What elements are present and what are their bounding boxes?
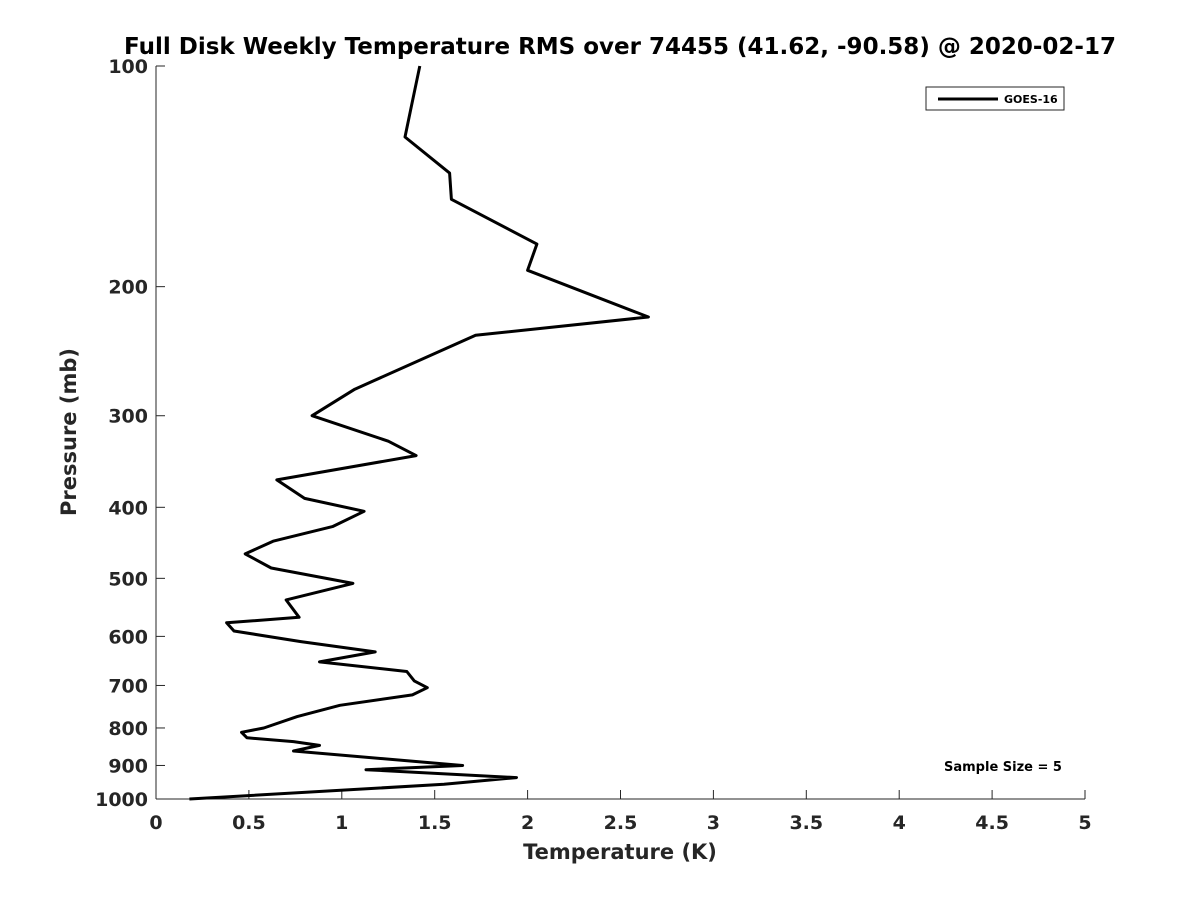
- legend: GOES-16: [925, 86, 1065, 111]
- y-tick-label: 700: [108, 675, 148, 697]
- legend-label-goes-16: GOES-16: [1004, 93, 1058, 106]
- y-tick-label: 500: [108, 568, 148, 590]
- x-tick-label: 4.5: [975, 812, 1009, 834]
- y-ticks: 100 200 300 400 500 600 700 800 900 1000: [95, 56, 165, 811]
- y-axis-title: Pressure (mb): [57, 348, 81, 516]
- sample-size-annotation: Sample Size = 5: [944, 760, 1062, 775]
- y-tick-label: 100: [108, 56, 148, 78]
- y-tick-label: 800: [108, 718, 148, 740]
- y-tick-label: 200: [108, 277, 148, 299]
- x-tick-label: 0: [149, 812, 162, 834]
- x-tick-label: 5: [1078, 812, 1091, 834]
- x-tick-label: 2.5: [604, 812, 638, 834]
- x-tick-label: 4: [893, 812, 906, 834]
- x-tick-label: 1: [335, 812, 348, 834]
- y-tick-label: 1000: [95, 789, 148, 811]
- y-tick-label: 400: [108, 497, 148, 519]
- y-tick-label: 900: [108, 755, 148, 777]
- x-tick-label: 2: [521, 812, 534, 834]
- chart-title: Full Disk Weekly Temperature RMS over 74…: [124, 34, 1116, 60]
- series-group: [189, 65, 650, 801]
- y-tick-label: 600: [108, 626, 148, 648]
- x-axis-title: Temperature (K): [523, 840, 717, 864]
- x-tick-label: 0.5: [232, 812, 266, 834]
- x-tick-label: 3.5: [789, 812, 823, 834]
- x-tick-label: 1.5: [418, 812, 452, 834]
- x-ticks: 0 0.5 1 1.5 2 2.5 3 3.5 4 4.5 5: [149, 790, 1092, 834]
- x-tick-label: 3: [707, 812, 720, 834]
- y-tick-label: 300: [108, 406, 148, 428]
- series-line-goes-16: [189, 65, 650, 801]
